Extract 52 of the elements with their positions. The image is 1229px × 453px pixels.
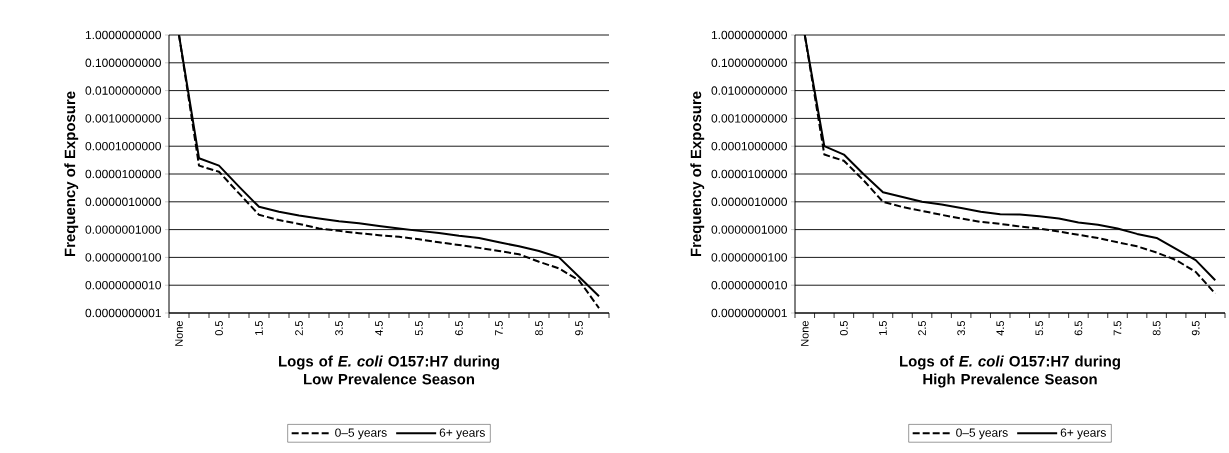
y-tick-label: 0.0010000000 (711, 114, 788, 123)
y-tick-label: 0.0100000000 (711, 86, 788, 95)
y-tick-label: 1.0000000000 (85, 30, 161, 40)
x-tick-label: 0.5 (840, 320, 848, 336)
x-tick-label: 5.5 (1035, 320, 1044, 336)
x-tick-label: 2.5 (918, 320, 926, 336)
y-tick-label: 0.0000000001 (85, 308, 161, 318)
x-tick-label: 1.5 (879, 320, 887, 335)
y-tick-label: 0.0000000010 (85, 280, 161, 290)
y-tick-label: 1.0000000000 (711, 30, 788, 40)
x-tick-label: 4.5 (375, 320, 383, 336)
x-tick-label: 6.5 (1074, 320, 1083, 336)
y-tick-label: 0.0000100000 (85, 169, 161, 179)
x-tick-label: 4.5 (996, 320, 1005, 336)
x-tick-label: None (800, 321, 809, 346)
legend-label: 6+ years (439, 428, 485, 440)
x-tick-label: 5.5 (415, 320, 423, 336)
x-tick-label: 6.5 (455, 320, 463, 336)
x-tick-label: 3.5 (957, 320, 966, 336)
y-tick-label: 0.0000000010 (711, 280, 788, 290)
x-tick-label: 3.5 (335, 320, 343, 336)
legend-label: 0–5 years (956, 428, 1008, 440)
x-tick-label: 8.5 (1152, 320, 1161, 336)
y-tick-label: 0.0000010000 (85, 197, 161, 207)
x-tick-label: None (175, 321, 183, 346)
y-tick-label: 0.0000001000 (711, 225, 788, 234)
legend-label: 0–5 years (335, 428, 387, 440)
y-axis-title: Frequency of Exposure (64, 91, 79, 257)
y-tick-label: 0.0000001000 (85, 225, 161, 234)
x-tick-label: 7.5 (495, 320, 503, 336)
x-tick-label: 2.5 (295, 320, 303, 336)
y-tick-label: 0.0000000100 (85, 253, 161, 262)
x-tick-label: 9.5 (1191, 320, 1200, 336)
y-tick-label: 0.0000100000 (711, 169, 788, 179)
x-axis-title: Logs of E. coli O157:H7 during Low Prevalence Season (279, 355, 499, 385)
y-tick-label: 0.1000000000 (711, 58, 788, 68)
x-axis-title: Logs of E. coli O157:H7 during High Prevalence Season (900, 355, 1120, 388)
legend-label: 6+ years (1060, 428, 1106, 440)
y-tick-label: 0.0000000100 (711, 253, 788, 262)
y-axis-title: Frequency of Exposure (690, 91, 705, 257)
x-tick-label: 1.5 (255, 320, 263, 335)
x-tick-label: 8.5 (535, 320, 543, 336)
y-tick-label: 0.0000000001 (711, 308, 787, 318)
y-tick-label: 0.0001000000 (711, 141, 788, 151)
y-tick-label: 0.1000000000 (85, 58, 161, 68)
x-tick-label: 7.5 (1113, 320, 1122, 336)
x-tick-label: 9.5 (575, 320, 583, 336)
y-tick-label: 0.0001000000 (85, 141, 161, 151)
y-tick-label: 0.0010000000 (85, 114, 161, 123)
x-tick-label: 0.5 (215, 320, 223, 336)
y-tick-label: 0.0000010000 (711, 197, 788, 207)
y-tick-label: 0.0100000000 (85, 86, 161, 95)
